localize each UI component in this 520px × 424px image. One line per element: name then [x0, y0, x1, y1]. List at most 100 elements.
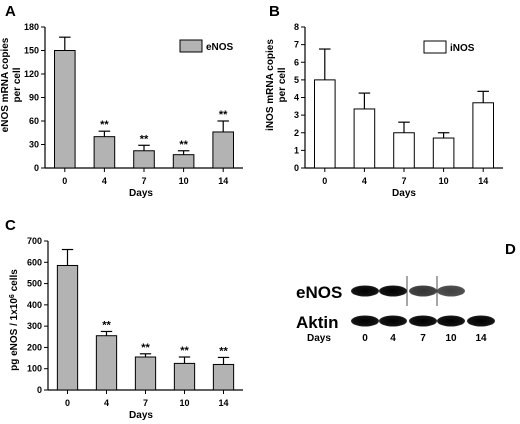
panel-a: A eNOS mRNA copiesper cell Days 0 30 60 90 1…: [0, 3, 243, 199]
panel-c: C pg eNOS / 1x106 cells Days 01002003004…: [5, 217, 243, 421]
y-axis-label-b: iNOS mRNA copiesper cell: [265, 39, 288, 131]
x-axis-label-b: Days: [392, 188, 416, 199]
y-tick-label: 2: [294, 128, 299, 138]
y-tick-label: 3: [294, 110, 299, 120]
x-tick-label: 14: [218, 398, 228, 408]
bar: [95, 335, 118, 391]
blot-day-label: 4: [390, 333, 396, 344]
blot-band-aktin: [409, 315, 437, 327]
y-axis-label-a: eNOS mRNA copiesper cell: [0, 37, 23, 132]
bar: [212, 363, 235, 391]
y-tick-label: 60: [29, 116, 39, 126]
x-tick-label: 10: [179, 398, 189, 408]
blot-day-label: 7: [420, 333, 426, 344]
legend-a: eNOS: [179, 39, 234, 53]
y-tick-label: 4: [294, 93, 299, 103]
bar: [472, 102, 494, 169]
x-tick-label: 0: [62, 176, 67, 186]
x-tick-label: 4: [102, 176, 107, 186]
blot-band-aktin: [437, 315, 465, 327]
significance-label: **: [100, 119, 109, 131]
blot-band-enos: [437, 285, 465, 297]
y-tick-label: 30: [29, 140, 39, 150]
x-tick-label: 0: [322, 176, 327, 186]
bar: [432, 137, 455, 169]
blot-band-enos: [379, 285, 407, 297]
panel-label-c: C: [5, 217, 16, 234]
x-tick-label: 0: [65, 398, 70, 408]
y-tick-label: 150: [24, 46, 39, 56]
y-tick-label: 0: [294, 163, 299, 173]
y-tick-label: 300: [27, 321, 42, 331]
y-tick-label: 7: [294, 40, 299, 50]
blot-band-enos: [351, 285, 379, 297]
x-tick-label: 4: [362, 176, 367, 186]
panel-b: B iNOS mRNA copiesper cell Days 0 1 2 3 4 5 6 7…: [265, 3, 503, 199]
y-tick-label: 180: [24, 22, 39, 32]
y-tick-label: 120: [24, 69, 39, 79]
panel-label-b: B: [269, 3, 280, 20]
y-tick-label: 600: [27, 257, 42, 267]
legend-swatch-enos: [179, 39, 203, 53]
y-tick-label: 6: [294, 57, 299, 67]
bar: [353, 108, 376, 169]
significance-label: **: [102, 319, 111, 331]
x-axis-label-c: Days: [129, 410, 153, 421]
legend-swatch-inos: [423, 40, 447, 54]
y-tick-label: 0: [37, 385, 42, 395]
x-tick-label: 14: [478, 176, 488, 186]
blot-row-label-aktin: Aktin: [296, 313, 339, 332]
bar: [93, 136, 116, 169]
x-tick-label: 7: [401, 176, 406, 186]
bar: [134, 356, 157, 391]
bar: [212, 131, 234, 169]
bar: [172, 154, 195, 169]
plot-c: 0 100 200 300 400 500 600 700 0 4 ** 7 ** 10 ** 14 **: [27, 236, 243, 408]
blot-row-label-enos: eNOS: [296, 283, 342, 302]
bar: [173, 362, 196, 391]
y-tick-label: 700: [27, 236, 42, 246]
x-axis-label-a: Days: [129, 188, 153, 199]
blot-lanes: 0 4 7 10 14: [351, 276, 495, 344]
panel-label-a: A: [5, 3, 16, 20]
legend-label-enos: eNOS: [206, 42, 234, 53]
plot-b: 0 1 2 3 4 5 6 7 8 0 4 7 10 14: [294, 22, 503, 186]
significance-label: **: [140, 133, 149, 145]
significance-label: **: [219, 345, 228, 357]
blot-day-label: 0: [362, 333, 368, 344]
blot-day-label: 10: [445, 333, 457, 344]
significance-label: **: [141, 342, 150, 354]
significance-label: **: [219, 109, 228, 121]
blot-band-aktin: [379, 315, 407, 327]
blot-days-label: Days: [307, 333, 331, 344]
blot-band-aktin: [351, 315, 379, 327]
bar: [56, 264, 79, 391]
y-tick-label: 200: [27, 342, 42, 352]
blot-day-label: 14: [475, 333, 487, 344]
x-tick-label: 10: [179, 176, 189, 186]
significance-label: **: [179, 139, 188, 151]
x-tick-label: 14: [218, 176, 228, 186]
significance-label: **: [180, 345, 189, 357]
x-tick-label: 10: [439, 176, 449, 186]
x-tick-label: 7: [141, 176, 146, 186]
legend-label-inos: iNOS: [450, 43, 475, 54]
y-tick-label: 1: [294, 145, 299, 155]
bar: [393, 132, 415, 169]
y-tick-label: 400: [27, 300, 42, 310]
plot-a: 0 30 60 90 120 150 180 0 4 ** 7 ** 10 ** 14 **: [24, 22, 243, 186]
panel-d: D eNOS Aktin Days 0 4 7 10 14: [296, 241, 516, 344]
blot-band-enos: [409, 285, 437, 297]
y-tick-label: 5: [294, 75, 299, 85]
y-tick-label: 0: [34, 163, 39, 173]
y-tick-label: 8: [294, 22, 299, 32]
bar: [314, 79, 336, 169]
y-tick-label: 500: [27, 279, 42, 289]
bar: [133, 150, 155, 169]
x-tick-label: 7: [143, 398, 148, 408]
panel-label-d: D: [505, 241, 516, 258]
y-tick-label: 90: [29, 93, 39, 103]
bar: [54, 50, 76, 169]
x-tick-label: 4: [104, 398, 109, 408]
